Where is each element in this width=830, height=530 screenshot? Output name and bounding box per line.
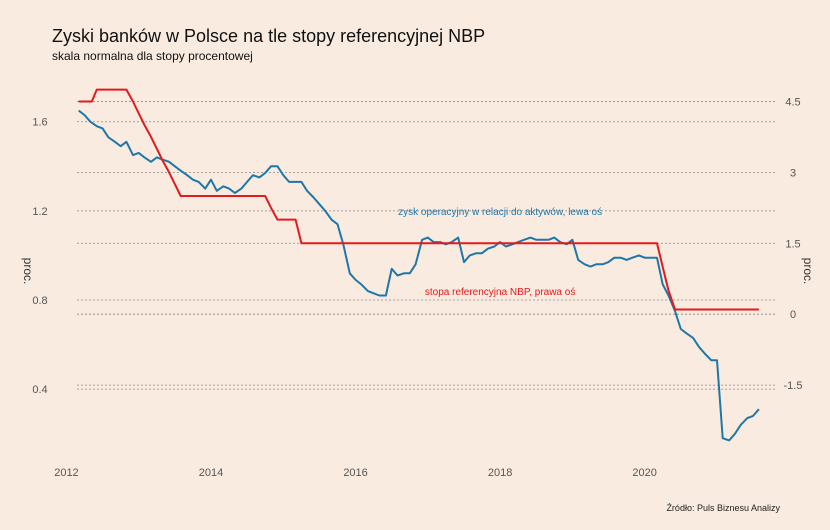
rate-series-label: stopa referencyjna NBP, prawa oś (425, 287, 575, 298)
x-tick-label: 2020 (632, 467, 656, 479)
chart-subtitle: skala normalna dla stopy procentowej (52, 49, 253, 63)
left-tick-label: 1.6 (32, 117, 47, 129)
x-tick-label: 2016 (343, 467, 367, 479)
gridlines (77, 101, 776, 390)
x-tick-label: 2014 (199, 467, 223, 479)
right-axis-ticks: -1.5 0 1.5 3 4.5 (784, 96, 803, 392)
left-tick-label: 1.2 (32, 206, 47, 218)
right-tick-label: -1.5 (784, 380, 803, 392)
x-axis-ticks: 2012 2014 2016 2018 2020 (54, 467, 657, 479)
left-axis-title: proc. (21, 258, 35, 285)
source-note: Źródło: Puls Biznesu Analizy (666, 503, 780, 513)
left-axis-ticks: 0.4 0.8 1.2 1.6 (32, 117, 47, 396)
right-tick-label: 1.5 (785, 238, 800, 250)
right-axis-title: proc. (801, 258, 815, 285)
annotations: zysk operacyjny w relacji do aktywów, le… (398, 207, 602, 298)
chart-title: Zyski banków w Polsce na tle stopy refer… (52, 26, 486, 46)
right-tick-label: 0 (790, 309, 796, 321)
right-tick-label: 3 (790, 167, 796, 179)
profit-ratio-line (78, 109, 760, 442)
left-tick-label: 0.4 (32, 384, 47, 396)
reference-rate-line (78, 88, 759, 311)
x-tick-label: 2018 (488, 467, 512, 479)
x-tick-label: 2012 (54, 467, 78, 479)
right-tick-label: 4.5 (785, 96, 800, 108)
profit-series-label: zysk operacyjny w relacji do aktywów, le… (398, 207, 602, 218)
series-lines (78, 88, 760, 442)
left-tick-label: 0.8 (32, 295, 47, 307)
